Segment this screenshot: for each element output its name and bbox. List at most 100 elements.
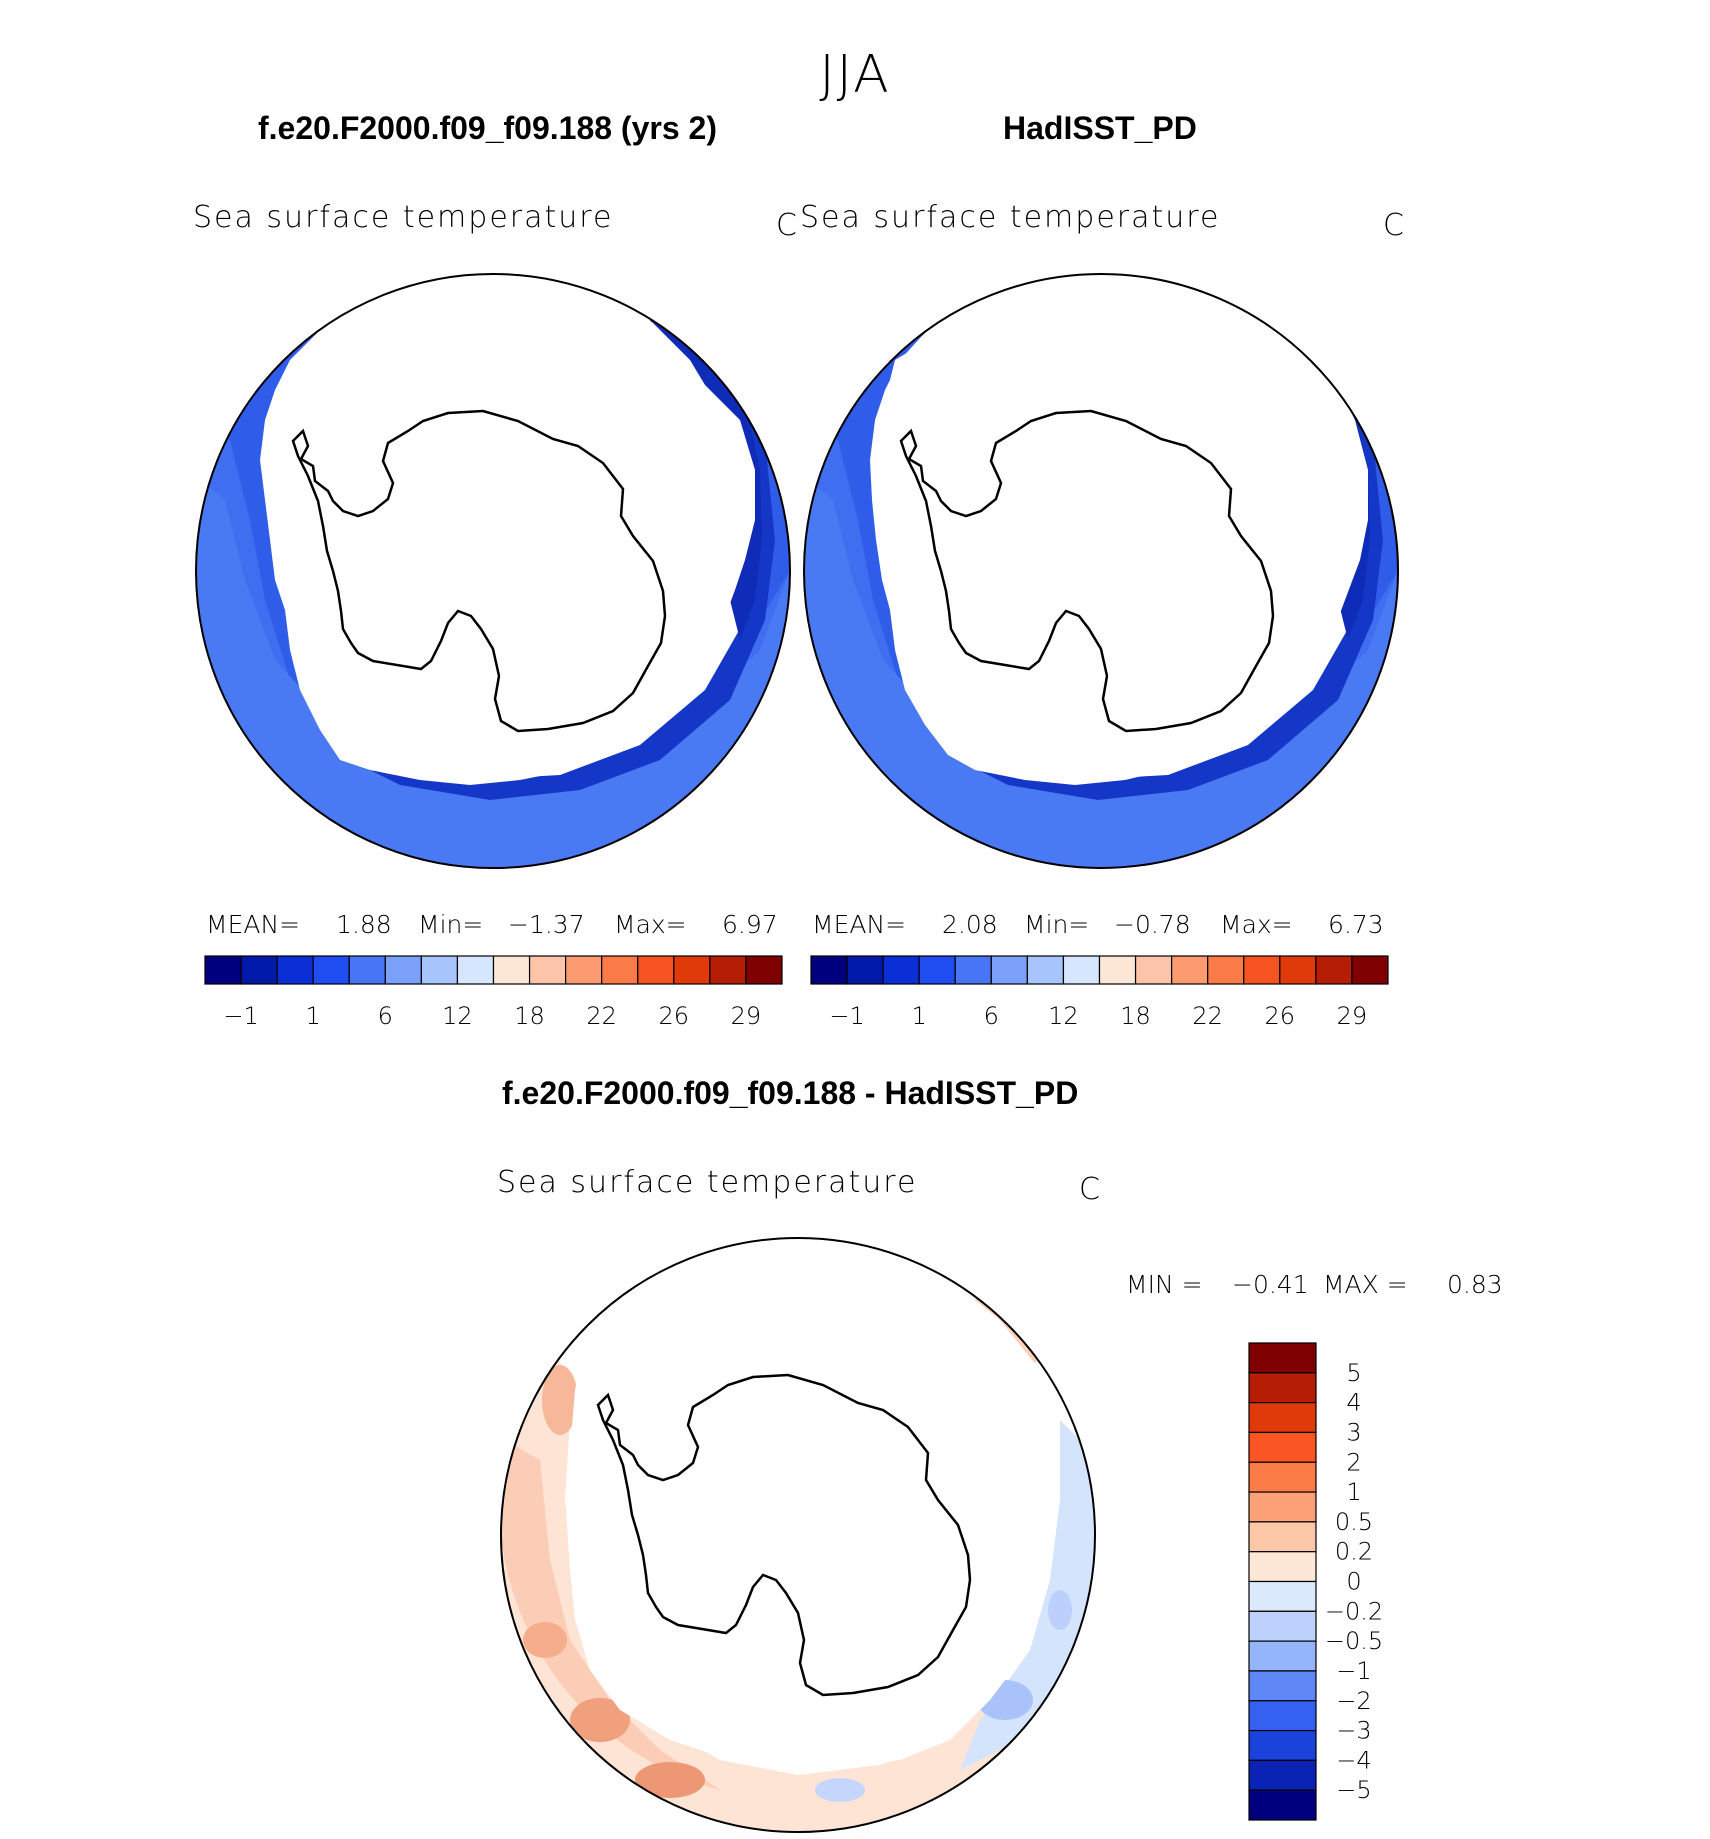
diff-colorbar-tick-label: 1	[1346, 1478, 1361, 1506]
right-colorbar-swatch	[810, 955, 848, 985]
right-colorbar-tick-label: 12	[1048, 1002, 1079, 1030]
season-title: JJA	[819, 45, 891, 105]
right-colorbar-swatch	[1098, 955, 1137, 985]
right-colorbar-swatch	[990, 955, 1028, 985]
diff-colorbar-swatch	[1248, 1580, 1317, 1612]
left-min-label: Min=	[418, 910, 484, 939]
right-colorbar-swatch	[1351, 955, 1389, 985]
diff-colorbar-swatch	[1248, 1431, 1317, 1463]
diff-min-value: −0.41	[1232, 1270, 1309, 1299]
diff-colorbar-swatch	[1248, 1610, 1317, 1642]
right-colorbar-swatch	[846, 955, 884, 985]
diff-colorbar-tick-label: −4	[1336, 1746, 1371, 1774]
left-min-value: −1.37	[508, 910, 585, 939]
left-colorbar-swatch	[312, 955, 350, 985]
diff-max-value: 0.83	[1447, 1270, 1503, 1299]
right-colorbar-swatch	[1062, 955, 1101, 985]
left-unit-label: C	[776, 208, 797, 243]
diff-colorbar-tick-label: 0.2	[1335, 1538, 1373, 1566]
right-colorbar-swatch	[1026, 955, 1065, 985]
diff-colorbar-swatch	[1248, 1372, 1317, 1404]
diff-min-label: MIN =	[1126, 1270, 1203, 1299]
right-min-value: −0.78	[1114, 910, 1191, 939]
right-max-label: Max=	[1220, 910, 1293, 939]
left-colorbar-swatch	[565, 955, 603, 985]
right-unit-label: C	[1383, 208, 1404, 243]
diff-colorbar-swatch	[1248, 1670, 1317, 1702]
diff-colorbar-tick-label: −2	[1336, 1687, 1371, 1715]
left-colorbar-tick-label: 26	[659, 1002, 690, 1030]
diff-colorbar-tick-label: −1	[1336, 1657, 1371, 1685]
left-colorbar-swatch	[673, 955, 711, 985]
diff-unit-label: C	[1079, 1172, 1100, 1207]
left-colorbar-swatch	[745, 955, 783, 985]
right-colorbar: −1 1 6 12 18 22 26 29	[810, 955, 1389, 1030]
right-colorbar-swatch	[954, 955, 992, 985]
diff-colorbar-tick-label: −3	[1336, 1717, 1371, 1745]
diff-colorbar-tick-label: 2	[1346, 1448, 1361, 1476]
left-colorbar-swatch	[420, 955, 459, 985]
diff-colorbar-tick-label: −5	[1336, 1776, 1371, 1804]
right-colorbar-tick-label: 29	[1337, 1002, 1368, 1030]
right-colorbar-swatch	[1279, 955, 1317, 985]
left-mean-label: MEAN=	[206, 910, 301, 939]
left-colorbar-swatch	[637, 955, 675, 985]
diff-colorbar-tick-label: 0.5	[1335, 1508, 1373, 1536]
diff-colorbar-swatch	[1248, 1491, 1317, 1523]
left-map	[195, 273, 791, 869]
right-colorbar-swatch	[1134, 955, 1173, 985]
left-colorbar-swatch	[276, 955, 314, 985]
left-colorbar: −1 1 6 12 18 22 26 29	[204, 955, 783, 1030]
right-mean-label: MEAN=	[812, 910, 907, 939]
left-colorbar-swatch	[456, 955, 495, 985]
left-colorbar-swatch	[240, 955, 278, 985]
diff-colorbar-swatch	[1248, 1551, 1317, 1583]
right-variable-label: Sea surface temperature	[800, 200, 1221, 235]
right-colorbar-swatch	[1207, 955, 1245, 985]
right-colorbar-tick-label: 6	[984, 1002, 999, 1030]
diff-colorbar-swatch	[1248, 1342, 1317, 1374]
left-colorbar-swatch	[528, 955, 567, 985]
right-colorbar-tick-label: 26	[1265, 1002, 1296, 1030]
diff-colorbar-tick-label: −0.5	[1325, 1627, 1383, 1655]
left-colorbar-tick-label: 1	[306, 1002, 321, 1030]
left-max-value: 6.97	[722, 910, 778, 939]
right-colorbar-swatch	[918, 955, 956, 985]
right-colorbar-tick-label: −1	[829, 1002, 864, 1030]
right-mean-value: 2.08	[942, 910, 998, 939]
right-colorbar-swatch	[1315, 955, 1353, 985]
diff-panel-title: f.e20.F2000.f09_f09.188 - HadISST_PD	[502, 1075, 1079, 1111]
right-panel-title: HadISST_PD	[1003, 110, 1197, 146]
left-colorbar-swatch	[709, 955, 747, 985]
left-colorbar-swatch	[492, 955, 531, 985]
left-colorbar-tick-label: 6	[378, 1002, 393, 1030]
right-colorbar-tick-label: 22	[1192, 1002, 1223, 1030]
diff-colorbar-swatch	[1248, 1700, 1317, 1732]
difference-map	[500, 1237, 1096, 1833]
diff-colorbar-swatch	[1248, 1789, 1317, 1821]
right-colorbar-swatch	[1171, 955, 1209, 985]
left-colorbar-tick-label: 12	[442, 1002, 473, 1030]
diff-colorbar-tick-label: 5	[1346, 1359, 1361, 1387]
left-colorbar-swatch	[384, 955, 422, 985]
right-min-label: Min=	[1024, 910, 1090, 939]
diff-max-label: MAX =	[1323, 1270, 1408, 1299]
right-colorbar-swatch	[882, 955, 920, 985]
right-max-value: 6.73	[1328, 910, 1384, 939]
diff-colorbar-swatch	[1248, 1729, 1317, 1761]
right-colorbar-tick-label: 18	[1120, 1002, 1151, 1030]
right-colorbar-swatch	[1243, 955, 1281, 985]
diff-colorbar-tick-label: 3	[1346, 1418, 1361, 1446]
diff-colorbar-tick-label: 4	[1346, 1389, 1361, 1417]
diff-colorbar-tick-label: −0.2	[1325, 1597, 1383, 1625]
diff-variable-label: Sea surface temperature	[497, 1165, 918, 1200]
left-colorbar-tick-label: 29	[731, 1002, 762, 1030]
left-max-label: Max=	[614, 910, 687, 939]
right-colorbar-tick-label: 1	[912, 1002, 927, 1030]
left-colorbar-tick-label: 22	[586, 1002, 617, 1030]
diff-colorbar-swatch	[1248, 1521, 1317, 1553]
left-mean-value: 1.88	[336, 910, 392, 939]
diff-colorbar-swatch	[1248, 1640, 1317, 1672]
